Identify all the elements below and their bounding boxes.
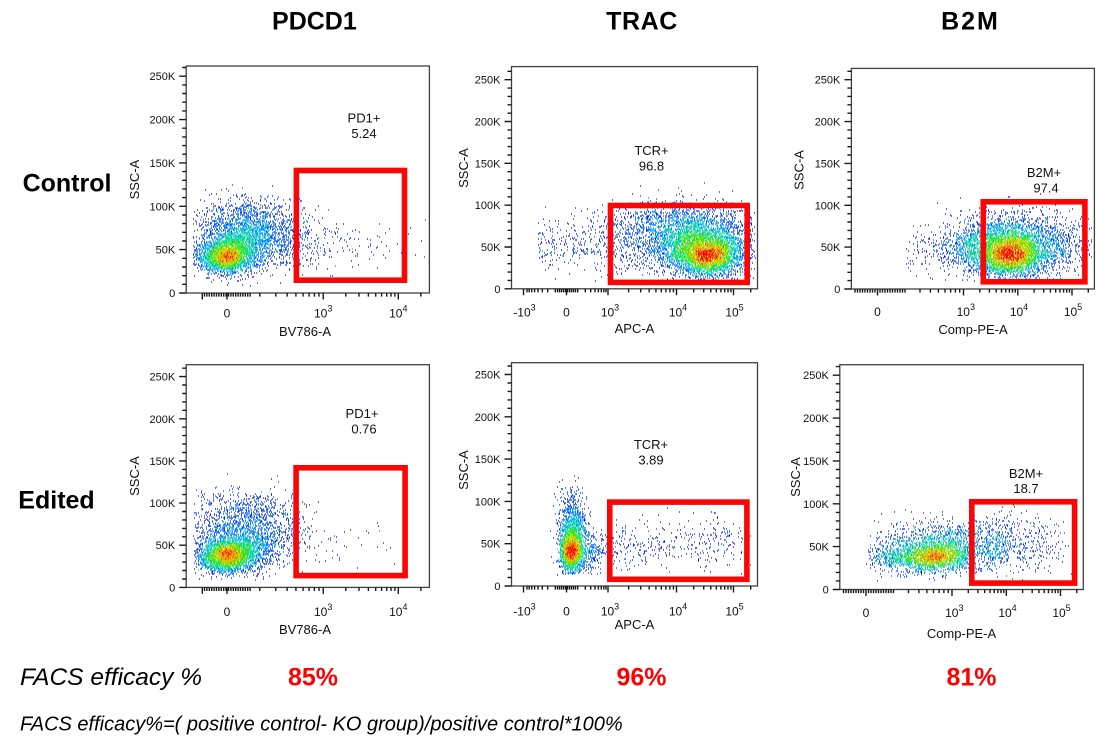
svg-text:Comp-PE-A: Comp-PE-A	[927, 626, 997, 641]
svg-text:250K: 250K	[815, 75, 841, 87]
svg-text:3.89: 3.89	[638, 453, 663, 468]
svg-text:0: 0	[494, 284, 500, 296]
svg-text:0: 0	[823, 585, 829, 597]
svg-text:96.8: 96.8	[639, 159, 664, 174]
svg-text:0: 0	[224, 605, 231, 619]
svg-text:200K: 200K	[475, 412, 501, 424]
svg-text:-103: -103	[513, 303, 535, 320]
svg-text:Comp-PE-A: Comp-PE-A	[938, 322, 1008, 337]
svg-text:-103: -103	[513, 602, 535, 619]
svg-text:APC-A: APC-A	[615, 617, 655, 632]
svg-text:0: 0	[169, 288, 175, 300]
svg-text:200K: 200K	[815, 117, 841, 129]
svg-text:200K: 200K	[149, 414, 175, 426]
svg-text:150K: 150K	[149, 158, 175, 170]
svg-text:TRAC: TRAC	[606, 8, 678, 36]
svg-text:50K: 50K	[481, 242, 501, 254]
svg-text:250K: 250K	[149, 71, 175, 83]
svg-text:0: 0	[863, 606, 870, 620]
svg-text:BV786-A: BV786-A	[279, 324, 331, 339]
svg-text:SSC-A: SSC-A	[456, 148, 471, 188]
svg-text:50K: 50K	[481, 539, 501, 551]
svg-text:0.76: 0.76	[351, 422, 376, 437]
svg-text:100K: 100K	[149, 201, 175, 213]
svg-text:PD1+: PD1+	[346, 406, 379, 421]
svg-text:0: 0	[874, 305, 881, 319]
svg-text:250K: 250K	[475, 75, 501, 87]
svg-text:B2M+: B2M+	[1009, 466, 1043, 481]
svg-text:SSC-A: SSC-A	[127, 456, 142, 496]
svg-text:0: 0	[224, 307, 231, 321]
svg-text:50K: 50K	[809, 542, 829, 554]
svg-text:SSC-A: SSC-A	[456, 450, 471, 490]
svg-text:100K: 100K	[815, 200, 841, 212]
svg-text:Control: Control	[23, 170, 112, 198]
svg-text:50K: 50K	[821, 242, 841, 254]
svg-text:BV786-A: BV786-A	[279, 622, 331, 637]
svg-text:81%: 81%	[946, 664, 996, 692]
svg-text:100K: 100K	[475, 200, 501, 212]
svg-text:TCR+: TCR+	[634, 437, 668, 452]
svg-text:100K: 100K	[149, 498, 175, 510]
svg-text:0: 0	[563, 306, 570, 320]
svg-text:100K: 100K	[803, 499, 829, 511]
svg-text:200K: 200K	[803, 413, 829, 425]
svg-text:85%: 85%	[288, 664, 338, 692]
svg-text:FACS efficacy%=( positive cont: FACS efficacy%=( positive control- KO gr…	[20, 713, 623, 735]
svg-text:18.7: 18.7	[1013, 481, 1038, 496]
svg-text:250K: 250K	[149, 372, 175, 384]
svg-text:TCR+: TCR+	[634, 143, 668, 158]
svg-text:5.24: 5.24	[351, 126, 376, 141]
svg-text:0: 0	[169, 582, 175, 594]
svg-text:0: 0	[494, 581, 500, 593]
svg-text:97.4: 97.4	[1033, 181, 1058, 196]
svg-text:200K: 200K	[475, 117, 501, 129]
svg-text:APC-A: APC-A	[615, 321, 655, 336]
svg-text:150K: 150K	[475, 454, 501, 466]
svg-text:B2M: B2M	[941, 8, 1000, 36]
svg-text:50K: 50K	[156, 540, 176, 552]
svg-text:150K: 150K	[803, 456, 829, 468]
svg-text:Edited: Edited	[18, 487, 94, 515]
svg-text:0: 0	[834, 284, 840, 296]
svg-text:96%: 96%	[616, 664, 666, 692]
svg-text:PD1+: PD1+	[348, 111, 381, 126]
svg-text:250K: 250K	[475, 370, 501, 382]
svg-text:50K: 50K	[156, 245, 176, 257]
svg-text:FACS efficacy %: FACS efficacy %	[20, 664, 202, 691]
svg-text:100K: 100K	[475, 496, 501, 508]
svg-text:0: 0	[563, 605, 570, 619]
svg-text:B2M+: B2M+	[1027, 165, 1061, 180]
svg-text:SSC-A: SSC-A	[127, 159, 142, 199]
svg-text:200K: 200K	[149, 115, 175, 127]
svg-text:PDCD1: PDCD1	[272, 8, 357, 36]
svg-text:SSC-A: SSC-A	[788, 457, 803, 497]
svg-text:SSC-A: SSC-A	[792, 150, 807, 190]
svg-text:150K: 150K	[149, 456, 175, 468]
svg-text:150K: 150K	[475, 158, 501, 170]
svg-text:150K: 150K	[815, 158, 841, 170]
svg-text:250K: 250K	[803, 370, 829, 382]
